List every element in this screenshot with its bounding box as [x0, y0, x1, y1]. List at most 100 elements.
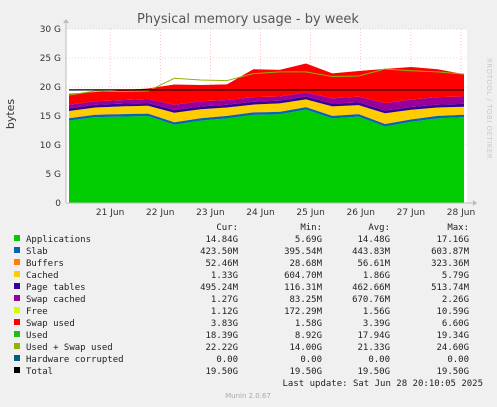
legend-row: Used 18.39G 8.92G 17.94G 19.34G	[14, 331, 469, 341]
legend-row: Hardware corrupted 0.00 0.00 0.00 0.00	[14, 355, 469, 365]
legend-name: Page tables	[26, 283, 86, 293]
legend-cur: 495.24M	[200, 283, 239, 293]
y-tick-label: 10 G	[40, 141, 61, 151]
legend-row: Applications 14.84G 5.69G 14.48G 17.16G	[14, 235, 469, 245]
legend-max: 19.34G	[436, 331, 469, 341]
legend-avg: 1.56G	[363, 307, 390, 317]
legend-cur: 1.12G	[211, 307, 238, 317]
y-axis-arrow	[63, 19, 69, 23]
legend-avg: 56.61M	[357, 259, 390, 269]
legend-max: 5.79G	[442, 271, 469, 281]
legend-cur: 0.00	[216, 355, 238, 365]
area-slab	[69, 107, 464, 127]
legend-cur: 22.22G	[205, 343, 238, 353]
rrdtool-credit: RRDTOOL / TOBI OETIKER	[485, 58, 493, 159]
axes	[63, 19, 477, 206]
legend-avg: 17.94G	[357, 331, 390, 341]
legend-min: 395.54M	[284, 247, 323, 257]
area-swap-cached	[69, 92, 464, 111]
legend-max: 17.16G	[436, 235, 469, 245]
legend-name: Used	[26, 331, 48, 341]
x-tick-label: 28 Jun	[447, 208, 475, 218]
legend-swatch	[14, 295, 20, 301]
legend-row: Used + Swap used 22.22G 14.00G 21.33G 24.60G	[14, 343, 469, 353]
legend-min: 604.70M	[284, 271, 323, 281]
legend-swatch	[14, 235, 20, 241]
legend-max: 2.26G	[442, 295, 469, 305]
legend-name: Slab	[26, 247, 48, 257]
x-axis-arrow	[473, 200, 477, 206]
legend-name: Buffers	[26, 259, 64, 269]
legend-name: Cached	[26, 271, 59, 281]
legend-cur: 19.50G	[205, 367, 238, 377]
legend-name: Total	[26, 367, 53, 377]
legend-swatch	[14, 343, 20, 349]
legend-row: Free 1.12G 172.29M 1.56G 10.59G	[14, 307, 469, 317]
y-tick-label: 20 G	[40, 83, 61, 93]
legend-max: 24.60G	[436, 343, 469, 353]
x-tick-label: 24 Jun	[246, 208, 274, 218]
legend-name: Hardware corrupted	[26, 355, 124, 365]
area-applications	[69, 109, 464, 203]
legend-max: 10.59G	[436, 307, 469, 317]
legend-header-min: Min:	[300, 223, 322, 233]
last-update: Last update: Sat Jun 28 20:10:05 2025	[283, 379, 483, 389]
legend-header-cur: Cur:	[216, 223, 238, 233]
legend-row: Buffers 52.46M 28.68M 56.61M 323.36M	[14, 259, 470, 269]
legend-name: Used + Swap used	[26, 343, 113, 353]
legend-cur: 52.46M	[205, 259, 238, 269]
legend-avg: 443.83M	[352, 247, 391, 257]
legend-row: Total 19.50G 19.50G 19.50G 19.50G	[14, 367, 469, 377]
legend-cur: 14.84G	[205, 235, 238, 245]
munin-version: Munin 2.0.67	[225, 392, 271, 400]
legend-swatch	[14, 259, 20, 265]
legend-swatch	[14, 271, 20, 277]
legend-max: 6.60G	[442, 319, 469, 329]
legend-row: Swap cached 1.27G 83.25M 670.76M 2.26G	[14, 295, 469, 305]
chart-title: Physical memory usage - by week	[137, 12, 359, 27]
legend-avg: 0.00	[368, 355, 390, 365]
legend-swatch	[14, 355, 20, 361]
area-page-tables	[69, 96, 464, 114]
legend-cur: 1.27G	[211, 295, 238, 305]
y-tick-label: 30 G	[40, 25, 61, 35]
y-tick-label: 25 G	[40, 54, 61, 64]
legend-min: 83.25M	[289, 295, 322, 305]
legend-row: Cached 1.33G 604.70M 1.86G 5.79G	[14, 271, 469, 281]
legend-avg: 670.76M	[352, 295, 391, 305]
legend-max: 513.74M	[431, 283, 470, 293]
legend-row: Swap used 3.83G 1.58G 3.39G 6.60G	[14, 319, 469, 329]
legend-swatch	[14, 319, 20, 325]
legend-min: 19.50G	[289, 367, 322, 377]
x-tick-label: 23 Jun	[196, 208, 224, 218]
legend-name: Free	[26, 307, 48, 317]
legend-avg: 462.66M	[352, 283, 391, 293]
legend: Applications 14.84G 5.69G 14.48G 17.16G Slab 4…	[14, 235, 470, 377]
legend-min: 172.29M	[284, 307, 323, 317]
legend-row: Slab 423.50M 395.54M 443.83M 603.87M	[14, 247, 470, 257]
legend-avg: 21.33G	[357, 343, 390, 353]
legend-max: 0.00	[447, 355, 469, 365]
legend-min: 8.92G	[295, 331, 322, 341]
legend-min: 116.31M	[284, 283, 323, 293]
legend-avg: 14.48G	[357, 235, 390, 245]
legend-cur: 1.33G	[211, 271, 238, 281]
x-tick-label: 26 Jun	[347, 208, 375, 218]
legend-cur: 3.83G	[211, 319, 238, 329]
line-used-swap-used	[68, 68, 465, 96]
x-tick-label: 25 Jun	[296, 208, 324, 218]
legend-max: 603.87M	[431, 247, 470, 257]
y-axis-label: bytes	[4, 99, 17, 130]
legend-max: 323.36M	[431, 259, 470, 269]
legend-min: 0.00	[300, 355, 322, 365]
area-cached	[69, 99, 464, 124]
x-tick-label: 21 Jun	[96, 208, 124, 218]
series-lines	[68, 68, 465, 96]
legend-name: Swap cached	[26, 295, 86, 305]
x-tick-label: 22 Jun	[146, 208, 174, 218]
legend-cur: 423.50M	[200, 247, 239, 257]
legend-avg: 3.39G	[363, 319, 390, 329]
legend-swatch	[14, 247, 20, 253]
